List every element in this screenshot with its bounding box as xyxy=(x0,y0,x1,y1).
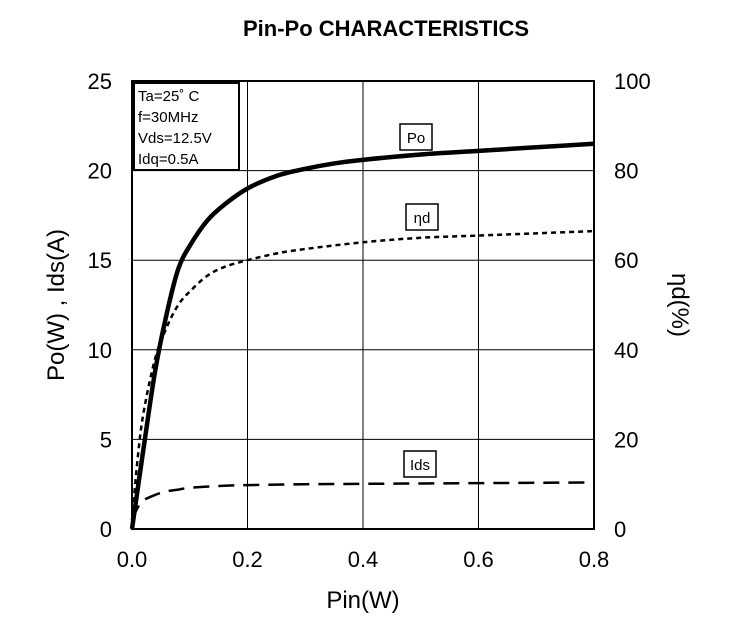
x-tick-label: 0.6 xyxy=(463,547,494,572)
y-axis-right-label: ηd(%) xyxy=(666,273,693,337)
x-tick-label: 0.2 xyxy=(232,547,263,572)
y-right-tick-label: 100 xyxy=(614,69,651,94)
y-right-tick-label: 40 xyxy=(614,338,638,363)
conditions-box xyxy=(133,82,240,171)
plot-frame xyxy=(131,80,595,530)
y-left-tick-label: 5 xyxy=(100,427,112,452)
eta-series-label: ηd xyxy=(414,210,431,227)
y-left-tick-label: 0 xyxy=(100,517,112,542)
y-left-tick-label: 20 xyxy=(88,159,112,184)
x-tick-label: 0.0 xyxy=(117,547,148,572)
y-left-tick-label: 25 xyxy=(88,69,112,94)
x-axis-label: Pin(W) xyxy=(326,587,399,614)
po-series-label: Po xyxy=(407,130,425,147)
eta-label-box xyxy=(405,203,439,231)
ids-series-label: Ids xyxy=(410,457,430,474)
y-right-tick-label: 80 xyxy=(614,159,638,184)
y-left-tick-label: 10 xyxy=(88,338,112,363)
chart-title: Pin-Po CHARACTERISTICS xyxy=(243,16,529,41)
ids-label-box xyxy=(403,450,437,478)
y-right-tick-label: 20 xyxy=(614,427,638,452)
condition-temperature: Ta=25˚ C xyxy=(138,88,199,105)
x-tick-label: 0.8 xyxy=(579,547,610,572)
series-layer xyxy=(129,141,595,530)
y-right-tick-label: 60 xyxy=(614,248,638,273)
po-series-line xyxy=(129,141,595,530)
ids-series-line xyxy=(130,481,595,521)
po-label-box xyxy=(399,123,433,151)
x-tick-label: 0.4 xyxy=(348,547,379,572)
y-left-tick-label: 15 xyxy=(88,248,112,273)
condition-vds: Vds=12.5V xyxy=(138,130,212,147)
efficiency-series-line xyxy=(130,229,595,521)
condition-frequency: f=30MHz xyxy=(138,109,198,126)
y-right-tick-label: 0 xyxy=(614,517,626,542)
condition-idq: Idq=0.5A xyxy=(138,151,198,168)
y-axis-left-label: Po(W) , Ids(A) xyxy=(43,229,70,381)
